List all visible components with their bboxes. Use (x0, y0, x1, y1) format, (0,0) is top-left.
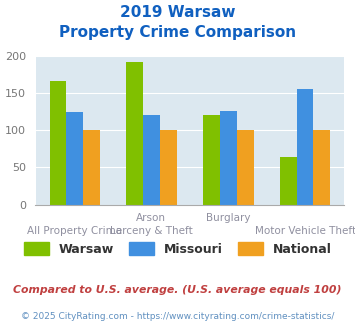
Bar (280, 157, 296, 205)
Bar (220, 111, 237, 205)
Bar (66, 112, 83, 205)
Bar (203, 115, 220, 205)
Legend: Warsaw, Missouri, National: Warsaw, Missouri, National (18, 237, 337, 261)
Bar (237, 130, 253, 205)
Text: © 2025 CityRating.com - https://www.cityrating.com/crime-statistics/: © 2025 CityRating.com - https://www.city… (21, 312, 334, 321)
Text: Larceny & Theft: Larceny & Theft (110, 226, 193, 236)
Text: All Property Crime: All Property Crime (27, 226, 122, 236)
Text: Burglary: Burglary (206, 213, 251, 223)
Bar (160, 130, 177, 205)
Text: Compared to U.S. average. (U.S. average equals 100): Compared to U.S. average. (U.S. average … (13, 285, 342, 295)
Bar (83, 130, 100, 205)
Bar (50, 81, 66, 205)
Text: Arson: Arson (136, 213, 166, 223)
Text: Motor Vehicle Theft: Motor Vehicle Theft (255, 226, 355, 236)
Bar (313, 130, 330, 205)
Text: Property Crime Comparison: Property Crime Comparison (59, 25, 296, 40)
Bar (296, 89, 313, 205)
Text: 2019 Warsaw: 2019 Warsaw (120, 5, 235, 20)
Bar (126, 62, 143, 205)
Bar (143, 115, 160, 205)
